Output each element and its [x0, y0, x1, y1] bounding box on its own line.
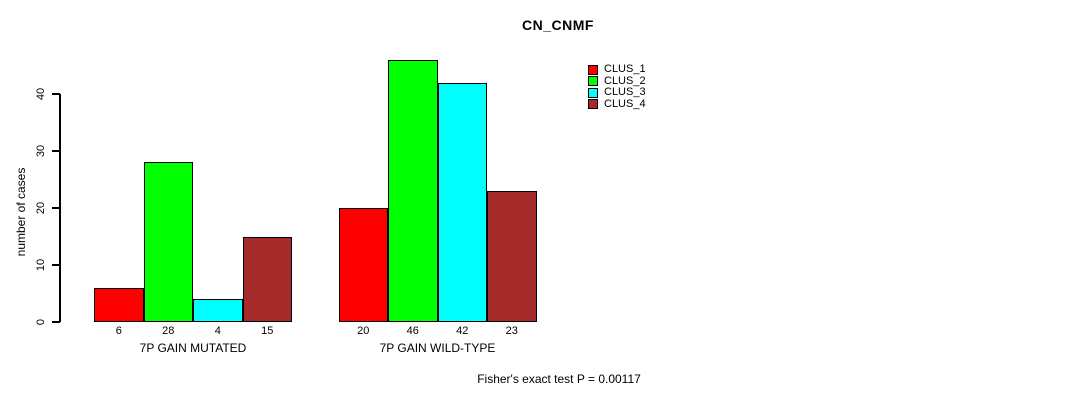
y-tick-label: 0	[35, 318, 47, 326]
y-tick-mark	[52, 321, 60, 323]
bar-value-label: 15	[261, 325, 274, 337]
bar-value-label: 28	[162, 325, 175, 337]
bar-clus_1	[94, 287, 144, 322]
legend-swatch-icon	[588, 76, 598, 87]
bar-clus_3	[437, 82, 487, 322]
legend-item: CLUS_1	[588, 64, 646, 76]
y-tick-label: 20	[35, 201, 47, 215]
legend-label: CLUS_1	[604, 63, 646, 76]
legend-label: CLUS_4	[604, 97, 646, 110]
bar-value-label: 46	[406, 325, 419, 337]
bar-value-label: 20	[357, 325, 370, 337]
group-label: 7P GAIN MUTATED	[139, 341, 247, 355]
y-tick-mark	[52, 150, 60, 152]
legend-item: CLUS_3	[588, 87, 646, 99]
y-tick-label: 40	[35, 87, 47, 101]
legend-swatch-icon	[588, 99, 598, 110]
bar-clus_3	[193, 299, 243, 322]
legend-swatch-icon	[588, 64, 598, 75]
bar-clus_1	[338, 208, 388, 322]
chart-title: CN_CNMF	[522, 17, 594, 33]
y-tick-label: 30	[35, 144, 47, 158]
group-label: 7P GAIN WILD-TYPE	[379, 341, 496, 355]
y-tick-mark	[52, 93, 60, 95]
y-tick-label: 10	[35, 258, 47, 272]
bar-value-label: 4	[214, 325, 221, 337]
y-tick-mark	[52, 207, 60, 209]
bar-value-label: 23	[505, 325, 518, 337]
bar-clus_2	[388, 59, 438, 322]
legend-label: CLUS_2	[604, 74, 646, 87]
bar-clus_4	[487, 190, 537, 322]
bar-clus_4	[242, 236, 292, 322]
legend-label: CLUS_3	[604, 86, 646, 99]
y-tick-mark	[52, 264, 60, 266]
fisher-test-note: Fisher's exact test P = 0.00117	[477, 372, 641, 386]
y-axis-label: number of cases	[14, 167, 28, 257]
legend: CLUS_1 CLUS_2 CLUS_3 CLUS_4	[588, 64, 646, 110]
legend-swatch-icon	[588, 87, 598, 98]
legend-item: CLUS_2	[588, 74, 646, 88]
bar-clus_2	[143, 162, 193, 322]
bar-value-label: 42	[456, 325, 469, 337]
bar-value-label: 6	[115, 325, 122, 337]
legend-item: CLUS_4	[588, 97, 646, 111]
